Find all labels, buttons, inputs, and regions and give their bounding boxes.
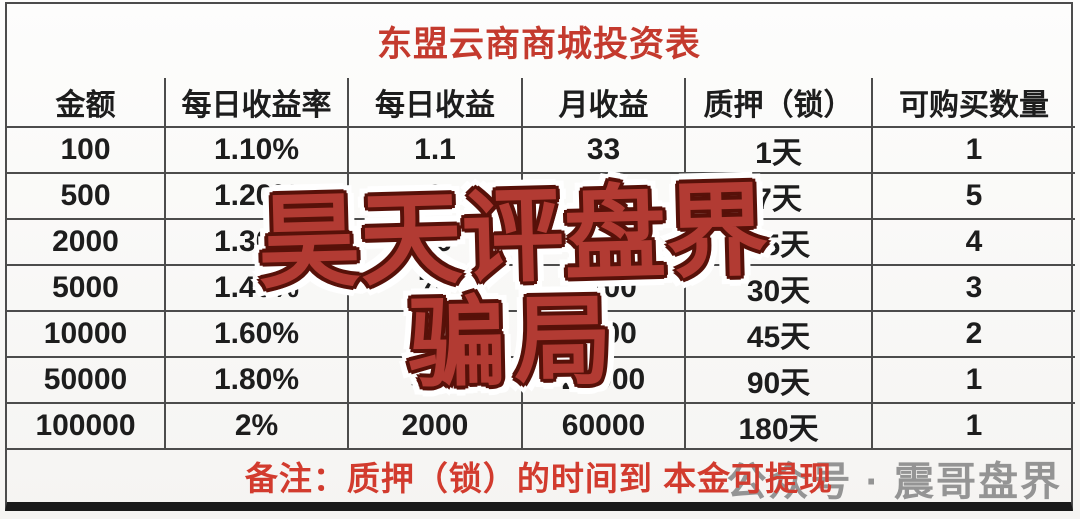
- table-cell: 33: [521, 126, 686, 174]
- table-header: 金额 每日收益率 每日收益 月收益 质押（锁） 可购买数量: [6, 77, 1076, 128]
- table-cell: 90天: [684, 356, 873, 404]
- table-cell: 4800: [521, 310, 686, 358]
- table-cell: 6: [347, 172, 523, 220]
- table-cell: 4: [871, 218, 1076, 266]
- table-cell: 1.30%: [164, 218, 349, 266]
- table-cell: 45天: [684, 310, 873, 358]
- table-cell: 2000: [6, 218, 166, 266]
- header-daily-rate: 每日收益率: [164, 77, 349, 128]
- header-row: 金额 每日收益率 每日收益 月收益 质押（锁） 可购买数量: [6, 77, 1076, 128]
- table-cell: 780: [521, 218, 686, 266]
- table-cell: 1.80%: [164, 356, 349, 404]
- note-row: 备注：质押（锁）的时间到 本金可提现: [7, 448, 1071, 502]
- table-cell: 900: [347, 356, 523, 404]
- table-cell: 10000: [6, 310, 166, 358]
- header-daily-income: 每日收益: [347, 77, 523, 128]
- table-cell: 2: [871, 310, 1076, 358]
- table-cell: 1: [871, 126, 1076, 174]
- header-amount: 金额: [6, 77, 166, 128]
- table-cell: 1.1: [347, 126, 523, 174]
- table-cell: 100000: [6, 402, 166, 449]
- table-cell: 27000: [521, 356, 686, 404]
- table-row: 2000 1.30% 26 780 15天 4: [6, 218, 1076, 266]
- table-cell: 50000: [6, 356, 166, 404]
- table-cell: 1天: [684, 126, 873, 174]
- table-cell: 1: [871, 402, 1076, 449]
- table-row: 5000 1.40% 70 2100 30天 3: [6, 264, 1076, 312]
- page-title: 东盟云商商城投资表: [376, 24, 701, 64]
- table-cell: 3: [871, 264, 1076, 312]
- table-cell: 1: [871, 356, 1076, 404]
- table-row: 100000 2% 2000 60000 180天 1: [6, 402, 1076, 449]
- header-buy-quantity: 可购买数量: [871, 77, 1076, 128]
- table-cell: 1.60%: [164, 310, 349, 358]
- table-cell: 1.20%: [164, 172, 349, 220]
- table-cell: 70: [347, 264, 523, 312]
- table-cell: 180天: [684, 402, 873, 449]
- table-row: 100 1.10% 1.1 33 1天 1: [6, 126, 1076, 174]
- table-cell: 5000: [6, 264, 166, 312]
- table-cell: 30天: [684, 264, 873, 312]
- table-row: 50000 1.80% 900 27000 90天 1: [6, 356, 1076, 404]
- table-cell: 100: [6, 126, 166, 174]
- header-pledge-lock: 质押（锁）: [684, 77, 873, 128]
- table-cell: 2000: [347, 402, 523, 449]
- title-row: 东盟云商商城投资表: [7, 4, 1071, 78]
- table-cell: 1.10%: [164, 126, 349, 174]
- note-text: 备注：质押（锁）的时间到 本金可提现: [244, 460, 834, 497]
- table-cell: 26: [347, 218, 523, 266]
- table-row: 500 1.20% 6 180 7天 5: [6, 172, 1076, 220]
- table-cell: 500: [6, 172, 166, 220]
- investment-table: 金额 每日收益率 每日收益 月收益 质押（锁） 可购买数量 100 1.10% 1.…: [6, 77, 1076, 449]
- table-body: 100 1.10% 1.1 33 1天 1 500 1.20% 6 180 7天 5 2000 1.30%…: [6, 126, 1076, 449]
- table-row: 10000 1.60% 160 4800 45天 2: [6, 310, 1076, 358]
- table-cell: 1.40%: [164, 264, 349, 312]
- table-cell: 2100: [521, 264, 686, 312]
- table-cell: 5: [871, 172, 1076, 220]
- table-cell: 60000: [521, 402, 686, 449]
- header-month-income: 月收益: [521, 77, 686, 128]
- investment-table-frame: 东盟云商商城投资表 金额 每日收益率 每日收益 月收益 质押（锁） 可购买数量 …: [5, 2, 1076, 511]
- table-cell: 2%: [164, 402, 349, 449]
- table-cell: 7天: [684, 172, 873, 220]
- table-cell: 160: [347, 310, 523, 358]
- table-cell: 180: [521, 172, 686, 220]
- table-cell: 15天: [684, 218, 873, 266]
